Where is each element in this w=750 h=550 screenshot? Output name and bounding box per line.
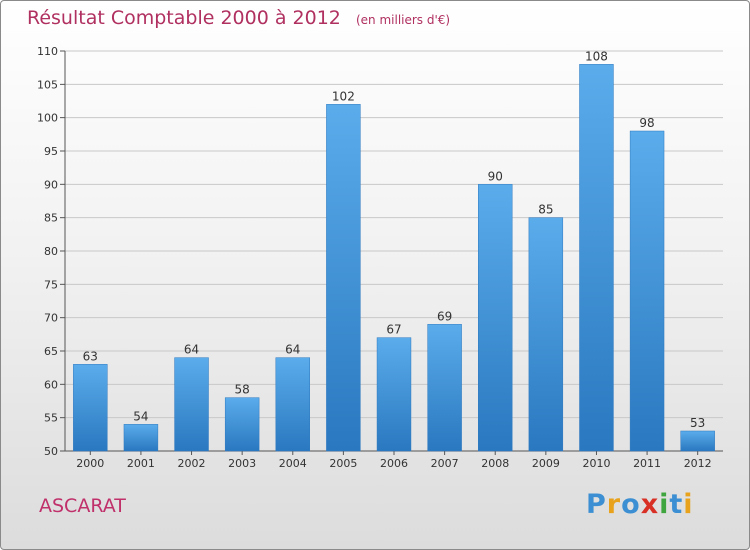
labels: 50 55 60 65 70 75 80 85 90 95 100 105 110 63 2000 54 200…	[37, 45, 712, 470]
bars	[73, 64, 715, 452]
bar-2010	[579, 64, 614, 452]
bar-2008	[478, 184, 513, 452]
chart-subtitle: (en milliers d'€)	[355, 13, 451, 27]
y-tick-label: 70	[44, 312, 58, 325]
y-tick-label: 85	[44, 212, 58, 225]
brand-letter: i	[683, 489, 694, 520]
brand-logo: Proxiti	[586, 489, 694, 520]
x-tick-label-2010: 2010	[582, 457, 610, 470]
commune-name: ASCARAT	[39, 495, 126, 517]
x-tick-label-2011: 2011	[633, 457, 661, 470]
data-label-2011: 98	[639, 116, 654, 130]
data-label-2002: 64	[184, 343, 199, 357]
bar-2011	[629, 130, 665, 452]
bar-2005	[326, 104, 361, 452]
bar-2006	[376, 337, 412, 452]
bar-2004	[275, 357, 310, 452]
brand-letter: P	[586, 489, 607, 520]
y-tick-label: 60	[44, 378, 58, 391]
x-tick-label-2012: 2012	[684, 457, 712, 470]
brand-letter: r	[606, 489, 622, 520]
x-tick-label-2009: 2009	[532, 457, 560, 470]
data-label-2007: 69	[437, 309, 452, 323]
y-tick-label: 55	[44, 412, 58, 425]
y-tick-label: 110	[37, 45, 58, 58]
brand-letter: t	[669, 489, 684, 520]
bar-2001	[123, 424, 159, 452]
y-tick-label: 80	[44, 245, 58, 258]
brand-letter: x	[640, 489, 660, 520]
y-tick-label: 95	[44, 145, 58, 158]
bar-2009	[528, 217, 564, 452]
bar-2000	[73, 364, 108, 452]
x-tick-label-2008: 2008	[481, 457, 509, 470]
data-label-2006: 67	[386, 323, 401, 337]
chart-title: Résultat Comptable 2000 à 2012	[27, 7, 341, 29]
x-tick-label-2006: 2006	[380, 457, 408, 470]
bar-2012	[680, 430, 715, 452]
data-label-2009: 85	[538, 203, 553, 217]
data-label-2003: 58	[235, 383, 250, 397]
data-label-2004: 64	[285, 343, 300, 357]
x-tick-label-2001: 2001	[127, 457, 155, 470]
x-tick-label-2003: 2003	[228, 457, 256, 470]
bar-2002	[174, 357, 209, 452]
data-label-2008: 90	[488, 169, 503, 183]
x-tick-label-2005: 2005	[329, 457, 357, 470]
data-label-2000: 63	[83, 349, 98, 363]
y-tick-label: 105	[37, 78, 58, 91]
brand-letter: i	[659, 489, 670, 520]
y-tick-label: 100	[37, 112, 58, 125]
bar-2007	[427, 324, 462, 452]
y-tick-label: 65	[44, 345, 58, 358]
y-tick-label: 75	[44, 278, 58, 291]
y-tick-label: 50	[44, 445, 58, 458]
data-label-2012: 53	[690, 416, 705, 430]
y-tick-label: 90	[44, 178, 58, 191]
data-label-2001: 54	[133, 409, 148, 423]
bar-2003	[224, 397, 260, 452]
x-tick-label-2004: 2004	[279, 457, 307, 470]
x-tick-label-2000: 2000	[76, 457, 104, 470]
x-tick-label-2002: 2002	[178, 457, 206, 470]
data-label-2010: 108	[585, 49, 608, 63]
title-row: Résultat Comptable 2000 à 2012 (en milli…	[27, 7, 450, 29]
brand-letter: o	[621, 489, 641, 520]
data-label-2005: 102	[332, 89, 355, 103]
x-tick-label-2007: 2007	[431, 457, 459, 470]
